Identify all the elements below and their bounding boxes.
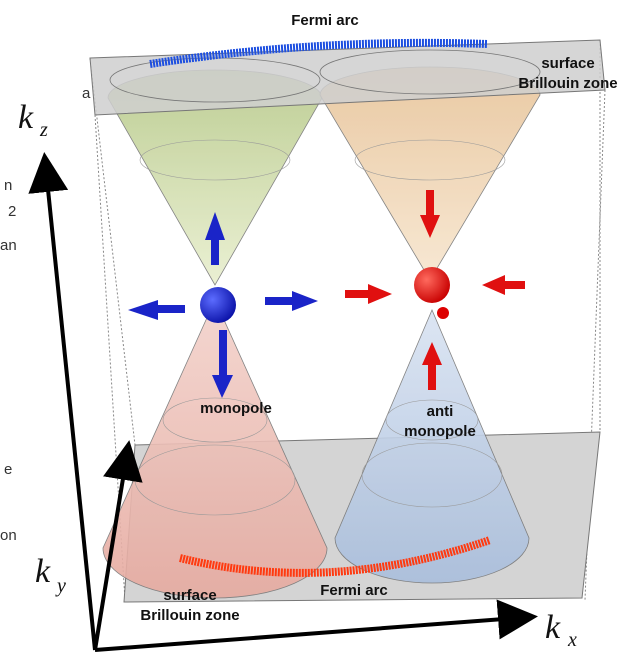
monopole-sphere [200,287,236,323]
monopole-label: monopole [200,400,272,417]
edge-fragment: a [82,85,91,102]
anti-monopole-label: monopole [404,423,476,440]
zone-label-top: Brillouin zone [518,75,617,92]
kx-label: k [545,609,561,646]
kz-label: k [18,99,34,136]
ky-sub: y [55,575,66,597]
edge-fragment: n [4,177,12,194]
fermi-arc-top-label: Fermi arc [291,12,359,29]
edge-fragment: on [0,527,17,544]
zone-label-top: surface [541,55,594,72]
weyl-diagram: Fermi arc surface Brillouin zone monopol… [0,0,632,659]
anti-monopole-bump [437,307,449,319]
kx-sub: x [567,629,577,651]
fermi-arc-bottom-label: Fermi arc [320,582,388,599]
edge-fragment: 2 [8,203,16,220]
ky-label: k [35,553,51,590]
anti-monopole-label: anti [427,403,454,420]
edge-fragment: an [0,237,17,254]
anti-monopole-sphere [414,267,450,303]
zone-label-bottom: surface [163,587,216,604]
edge-fragment: e [4,461,12,478]
kz-sub: z [39,119,48,141]
zone-label-bottom: Brillouin zone [140,607,239,624]
